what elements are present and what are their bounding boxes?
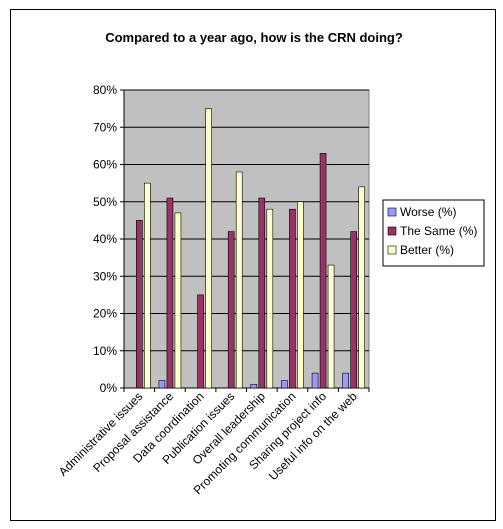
- bar: [227, 231, 235, 389]
- chart-frame: Compared to a year ago, how is the CRN d…: [10, 9, 496, 521]
- y-tick-label: 10%: [93, 344, 117, 358]
- bar: [311, 372, 319, 389]
- legend-swatch: [387, 226, 397, 236]
- bar: [158, 380, 166, 389]
- bar: [281, 380, 288, 389]
- bar: [258, 197, 266, 389]
- legend-swatch: [387, 207, 397, 217]
- legend-label: Worse (%): [400, 205, 456, 219]
- y-tick-label: 30%: [93, 269, 117, 283]
- bar: [350, 231, 357, 389]
- bar: [174, 212, 182, 389]
- y-tick-label: 40%: [93, 232, 117, 246]
- legend: Worse (%) The Same (%) Better (%): [382, 199, 485, 267]
- bar: [358, 186, 365, 389]
- plot-area: 0%10%20%30%40%50%60%70%80%Administrative…: [56, 83, 370, 497]
- legend-box: [382, 199, 485, 267]
- chart: Compared to a year ago, how is the CRN d…: [56, 30, 485, 497]
- y-tick-label: 50%: [93, 195, 117, 209]
- bar: [166, 197, 174, 389]
- bar: [289, 208, 296, 389]
- y-tick-label: 70%: [93, 120, 117, 134]
- y-tick-label: 60%: [93, 158, 117, 172]
- bar: [327, 264, 335, 389]
- bar: [235, 171, 243, 389]
- bar: [319, 153, 327, 389]
- bar: [342, 372, 349, 389]
- bar: [250, 383, 258, 389]
- bar: [266, 208, 274, 389]
- y-tick-label: 80%: [93, 83, 117, 97]
- bar: [144, 182, 151, 389]
- bar: [136, 220, 143, 389]
- bar: [197, 294, 204, 389]
- legend-label: Better (%): [400, 243, 454, 257]
- bar: [205, 108, 212, 389]
- legend-swatch: [387, 245, 397, 255]
- y-tick-label: 0%: [100, 381, 118, 395]
- y-tick-label: 20%: [93, 307, 117, 321]
- legend-label: The Same (%): [400, 224, 477, 238]
- bar: [297, 201, 304, 389]
- chart-title: Compared to a year ago, how is the CRN d…: [105, 30, 403, 45]
